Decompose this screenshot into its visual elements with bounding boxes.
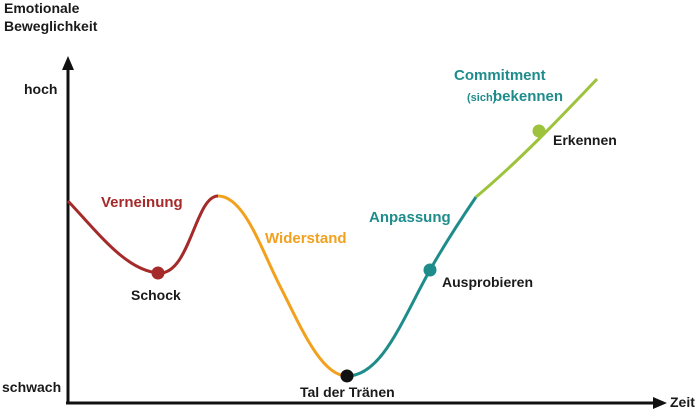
phase-label-widerstand: Widerstand xyxy=(265,230,347,247)
milestone-label-tal-der-traenen: Tal der Tränen xyxy=(300,384,395,400)
y-axis-high-label: hoch xyxy=(24,81,57,97)
y-axis-arrowhead xyxy=(62,56,74,70)
x-axis-label: Zeit xyxy=(670,394,695,409)
y-axis-low-label: schwach xyxy=(2,379,61,395)
milestone-dot-schock xyxy=(151,266,165,280)
milestone-dot-ausprobieren xyxy=(423,263,437,277)
milestone-dot-erkennen xyxy=(532,124,546,138)
milestone-label-ausprobieren: Ausprobieren xyxy=(442,274,533,290)
y-axis-title-line1: Emotionale xyxy=(4,0,80,16)
phase-label-anpassung: Anpassung xyxy=(369,209,451,226)
x-axis-arrowhead xyxy=(653,397,667,409)
milestone-dot-tal-der-traenen xyxy=(340,369,354,383)
phase-label-verneinung: Verneinung xyxy=(101,194,183,211)
milestone-label-erkennen: Erkennen xyxy=(553,132,617,148)
phase-label-commitment-small: (sich) xyxy=(467,92,497,104)
phase-label-commitment-line1: Commitment xyxy=(454,67,546,84)
curve-segment-widerstand xyxy=(217,194,348,378)
curve-segment-anpassung xyxy=(346,196,478,378)
curve-segment-commitment xyxy=(475,77,599,199)
phase-label-commitment-line2: bekennen xyxy=(493,88,563,105)
milestone-label-schock: Schock xyxy=(131,287,181,303)
y-axis-title-line2: Beweglichkeit xyxy=(4,18,98,34)
